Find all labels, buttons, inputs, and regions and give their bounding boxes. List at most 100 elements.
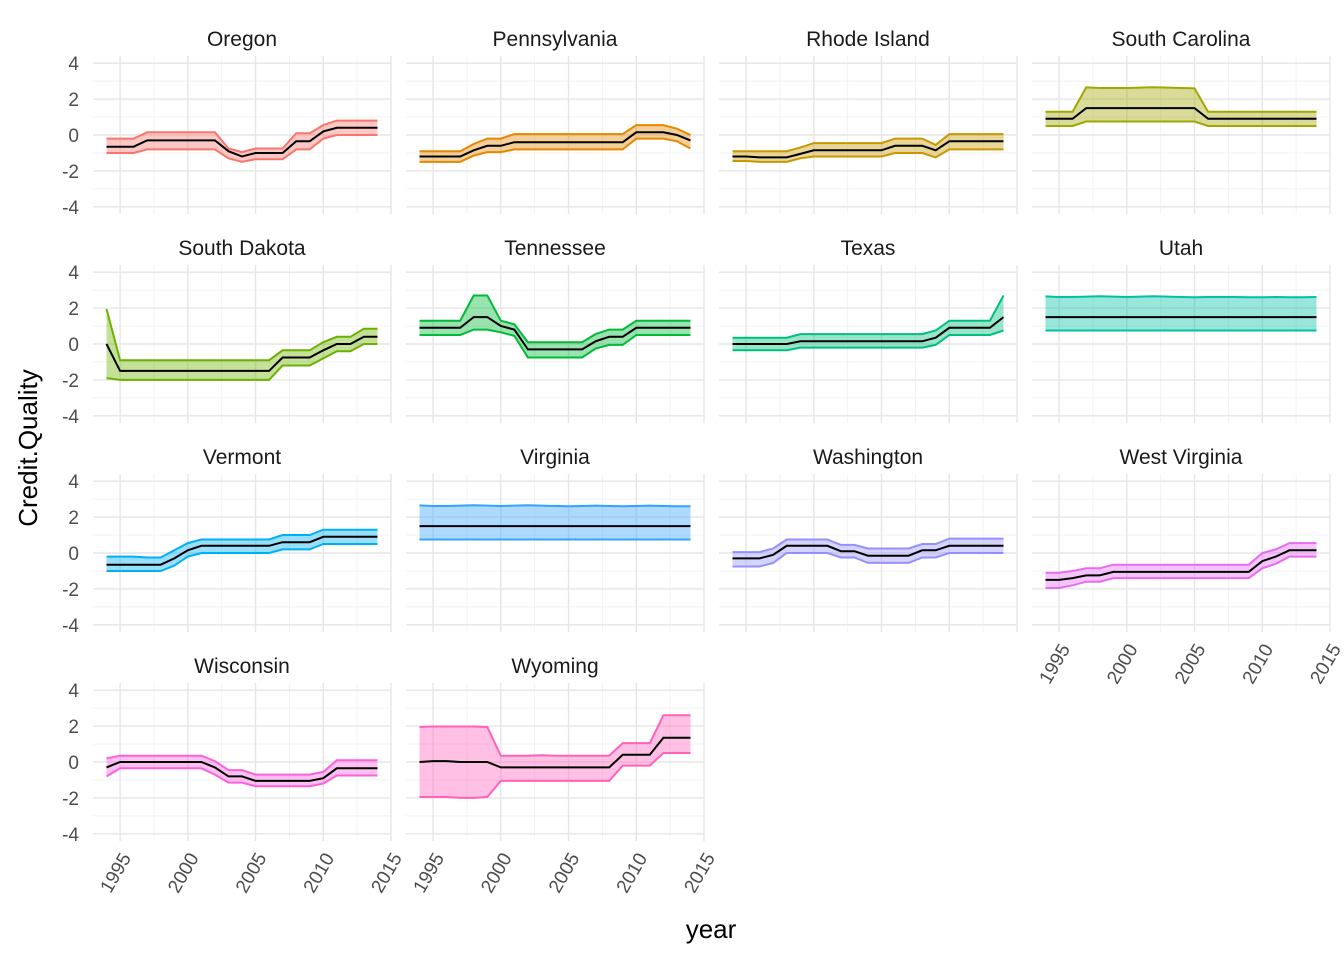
- lower-bound-line-washington: [732, 552, 1004, 568]
- lower-bound-line-vermont: [106, 543, 378, 572]
- mean-line-texas: [732, 316, 1005, 345]
- upper-bound-line-south-carolina: [1045, 86, 1317, 113]
- y-tick-label: -2: [62, 371, 79, 392]
- mean-line-pennsylvania: [419, 131, 691, 158]
- panel-virginia: Virginia: [406, 446, 705, 632]
- lower-bound-line-tennessee: [419, 328, 691, 359]
- mean-line-wyoming: [419, 736, 691, 769]
- mean-line-wisconsin: [106, 761, 378, 782]
- upper-bound-line-utah: [1045, 295, 1317, 299]
- y-tick-label: -2: [62, 789, 79, 810]
- lower-bound-line-wyoming: [419, 752, 691, 799]
- lower-bound-line-west-virginia: [1045, 555, 1317, 589]
- x-tick-label: 2010: [1239, 641, 1278, 688]
- y-tick-label: 4: [68, 54, 79, 75]
- x-tick-label: 2015: [681, 850, 720, 897]
- facet-panels: Oregon -4 -2 0 2 4 Pennsylvania Rhode Island Sou…: [62, 28, 1344, 897]
- y-tick-label: 0: [68, 335, 79, 356]
- panel-pennsylvania: Pennsylvania: [406, 28, 705, 214]
- y-tick-label: 0: [68, 126, 79, 147]
- panel-title-vermont: Vermont: [203, 446, 281, 469]
- panel-washington: Washington: [719, 446, 1018, 632]
- panel-title-south-carolina: South Carolina: [1112, 28, 1251, 51]
- panel-wyoming: Wyoming 1995 2000 2005 2010 2015: [406, 655, 720, 897]
- upper-bound-line-south-dakota: [105, 308, 378, 362]
- mean-line-rhode-island: [732, 140, 1004, 159]
- x-tick-label: 2015: [1307, 641, 1344, 688]
- ribbon-vermont: [106, 529, 378, 571]
- x-tick-label: 2015: [368, 850, 407, 897]
- mean-line-tennessee: [419, 316, 691, 351]
- mean-line-west-virginia: [1045, 549, 1317, 581]
- x-tick-label: 2005: [232, 850, 271, 897]
- x-tick-label: 2000: [477, 850, 516, 897]
- y-tick-label: 2: [68, 90, 79, 111]
- upper-bound-line-rhode-island: [732, 133, 1004, 153]
- panel-west-virginia: West Virginia 1995 2000 2005 2010 2015: [1032, 446, 1344, 688]
- upper-bound-line-oregon: [106, 119, 378, 154]
- x-tick-label: 1995: [97, 850, 136, 897]
- ribbon-virginia: [419, 505, 691, 540]
- upper-bound-line-texas: [732, 295, 1005, 339]
- y-tick-label: 4: [68, 472, 79, 493]
- mean-line-south-dakota: [105, 335, 378, 372]
- mean-line-south-carolina: [1045, 107, 1317, 120]
- x-tick-label: 2010: [613, 850, 652, 897]
- x-tick-label: 2010: [300, 850, 339, 897]
- upper-bound-line-pennsylvania: [419, 124, 691, 153]
- ribbon-south-dakota: [106, 309, 378, 380]
- ribbon-south-carolina: [1045, 87, 1317, 126]
- upper-bound-line-vermont: [106, 528, 378, 559]
- panel-title-west-virginia: West Virginia: [1120, 446, 1243, 469]
- mean-line-washington: [732, 544, 1004, 560]
- lower-bound-line-south-dakota: [106, 343, 378, 381]
- upper-bound-line-virginia: [419, 504, 691, 508]
- panel-title-pennsylvania: Pennsylvania: [493, 28, 618, 51]
- panel-title-virginia: Virginia: [520, 446, 590, 469]
- panel-title-tennessee: Tennessee: [504, 237, 606, 260]
- x-tick-label: 1995: [410, 850, 449, 897]
- panel-title-texas: Texas: [841, 237, 896, 260]
- upper-bound-line-west-virginia: [1045, 542, 1317, 574]
- ribbon-tennessee: [419, 295, 691, 358]
- y-tick-label: 4: [68, 263, 79, 284]
- panel-south-carolina: South Carolina: [1032, 28, 1331, 214]
- upper-bound-line-washington: [732, 537, 1004, 554]
- panel-tennessee: Tennessee: [406, 237, 705, 423]
- lower-bound-line-texas: [732, 329, 1004, 352]
- panel-utah: Utah: [1032, 237, 1331, 423]
- panel-rhode-island: Rhode Island: [719, 28, 1018, 214]
- panel-title-utah: Utah: [1159, 237, 1203, 260]
- x-tick-label: 2005: [545, 850, 584, 897]
- lower-bound-line-south-carolina: [1045, 120, 1317, 127]
- ribbon-utah: [1045, 296, 1317, 331]
- lower-bound-line-wisconsin: [105, 767, 378, 788]
- lower-bound-line-rhode-island: [732, 148, 1004, 163]
- ribbon-rhode-island: [732, 134, 1004, 162]
- panel-south-dakota: South Dakota -4 -2 0 2 4: [62, 237, 392, 428]
- y-tick-label: -4: [62, 407, 79, 428]
- panel-title-rhode-island: Rhode Island: [806, 28, 930, 51]
- y-tick-label: 0: [68, 544, 79, 565]
- upper-bound-line-wyoming: [419, 714, 691, 757]
- y-tick-label: 2: [68, 717, 79, 738]
- y-tick-label: 2: [68, 299, 79, 320]
- y-tick-label: 4: [68, 681, 79, 702]
- x-tick-label: 2000: [1103, 641, 1142, 688]
- panel-title-wisconsin: Wisconsin: [194, 655, 290, 678]
- y-tick-label: -4: [62, 825, 79, 846]
- y-tick-label: 0: [68, 753, 79, 774]
- x-axis-title: year: [686, 914, 737, 944]
- panel-oregon: Oregon -4 -2 0 2 4: [62, 28, 392, 219]
- x-tick-label: 2005: [1171, 641, 1210, 688]
- mean-line-vermont: [106, 535, 378, 566]
- panel-texas: Texas: [719, 237, 1018, 423]
- y-tick-label: -2: [62, 162, 79, 183]
- panel-title-washington: Washington: [813, 446, 923, 469]
- panel-title-south-dakota: South Dakota: [178, 237, 306, 260]
- panel-wisconsin: Wisconsin -4 -2 0 2 4 1995 2000 2005 2010 2015: [62, 655, 407, 897]
- lower-bound-line-pennsylvania: [419, 137, 691, 163]
- x-tick-label: 2000: [164, 850, 203, 897]
- mean-line-oregon: [106, 126, 378, 158]
